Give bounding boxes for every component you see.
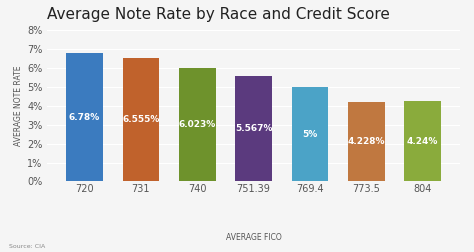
Text: 5%: 5% <box>302 130 318 139</box>
Y-axis label: AVERAGE NOTE RATE: AVERAGE NOTE RATE <box>14 66 23 146</box>
Text: Source: CIA: Source: CIA <box>9 244 46 249</box>
X-axis label: AVERAGE FICO: AVERAGE FICO <box>226 233 282 242</box>
Bar <box>122 57 159 181</box>
Text: 4.24%: 4.24% <box>407 137 438 146</box>
Bar <box>292 87 328 181</box>
Text: 6.78%: 6.78% <box>69 113 100 122</box>
Text: 6.555%: 6.555% <box>122 115 160 124</box>
Bar <box>404 101 441 181</box>
Text: Average Note Rate by Race and Credit Score: Average Note Rate by Race and Credit Sco… <box>47 7 390 22</box>
Text: 5.567%: 5.567% <box>235 124 273 133</box>
Bar <box>235 76 272 181</box>
Bar <box>348 102 385 181</box>
Bar <box>179 68 216 181</box>
Bar <box>66 53 103 181</box>
Text: 4.228%: 4.228% <box>347 137 385 146</box>
Text: 6.023%: 6.023% <box>179 120 216 129</box>
